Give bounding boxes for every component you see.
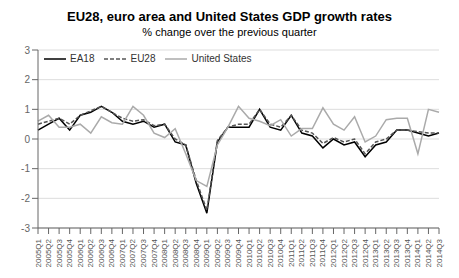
- html-text:EU28: EU28: [130, 53, 156, 64]
- svg-text:2014Q3: 2014Q3: [435, 238, 444, 267]
- html-text:% change over the previous qua: % change over the previous quarter: [142, 26, 317, 38]
- svg-text:2011Q2: 2011Q2: [297, 238, 306, 266]
- svg-text:2006Q4: 2006Q4: [107, 238, 116, 267]
- svg-text:2006Q1: 2006Q1: [76, 238, 85, 267]
- svg-text:2012Q2: 2012Q2: [340, 238, 349, 267]
- svg-text:2008Q3: 2008Q3: [181, 238, 190, 267]
- html-text:EA18: EA18: [70, 53, 95, 64]
- svg-text:2013Q2: 2013Q2: [382, 238, 391, 267]
- svg-text:2014Q1: 2014Q1: [413, 238, 422, 267]
- svg-text:2006Q2: 2006Q2: [86, 238, 95, 267]
- svg-text:2007Q4: 2007Q4: [150, 238, 159, 267]
- svg-text:2013Q4: 2013Q4: [403, 238, 412, 267]
- svg-text:2009Q4: 2009Q4: [234, 238, 243, 267]
- svg-text:2006Q3: 2006Q3: [97, 238, 106, 267]
- svg-text:2005Q1: 2005Q1: [34, 238, 43, 267]
- html-text:United States: United States: [191, 53, 252, 64]
- svg-text:2010Q1: 2010Q1: [245, 238, 254, 267]
- svg-text:2005Q4: 2005Q4: [65, 238, 74, 267]
- svg-text:2009Q2: 2009Q2: [213, 238, 222, 267]
- svg-text:0: 0: [24, 134, 30, 145]
- svg-text:2013Q3: 2013Q3: [392, 238, 401, 267]
- svg-text:2012Q4: 2012Q4: [361, 238, 370, 267]
- svg-text:2011Q4: 2011Q4: [318, 238, 327, 266]
- svg-text:2007Q1: 2007Q1: [118, 238, 127, 267]
- svg-text:2011Q3: 2011Q3: [308, 238, 317, 266]
- svg-text:2014Q2: 2014Q2: [424, 238, 433, 267]
- svg-text:2007Q3: 2007Q3: [139, 238, 148, 267]
- svg-text:2008Q2: 2008Q2: [171, 238, 180, 267]
- svg-text:1: 1: [24, 104, 30, 115]
- svg-text:-1: -1: [21, 163, 30, 174]
- html-text:EU28, euro area and United Sta: EU28, euro area and United States GDP gr…: [67, 9, 392, 24]
- svg-text:2008Q1: 2008Q1: [160, 238, 169, 267]
- svg-text:3: 3: [24, 45, 30, 56]
- svg-text:-3: -3: [21, 223, 30, 234]
- svg-text:2007Q2: 2007Q2: [128, 238, 137, 267]
- svg-text:2010Q4: 2010Q4: [276, 238, 285, 267]
- svg-text:-2: -2: [21, 193, 30, 204]
- svg-text:2010Q2: 2010Q2: [255, 238, 264, 267]
- svg-text:2012Q3: 2012Q3: [350, 238, 359, 267]
- svg-text:2009Q1: 2009Q1: [202, 238, 211, 267]
- svg-text:2008Q4: 2008Q4: [192, 238, 201, 267]
- svg-text:2013Q1: 2013Q1: [371, 238, 380, 267]
- svg-text:2012Q1: 2012Q1: [329, 238, 338, 267]
- svg-text:2: 2: [24, 74, 30, 85]
- svg-text:2011Q1: 2011Q1: [287, 238, 296, 266]
- svg-text:2009Q3: 2009Q3: [223, 238, 232, 267]
- svg-text:2005Q3: 2005Q3: [55, 238, 64, 267]
- svg-text:2010Q3: 2010Q3: [266, 238, 275, 267]
- svg-text:2005Q2: 2005Q2: [44, 238, 53, 267]
